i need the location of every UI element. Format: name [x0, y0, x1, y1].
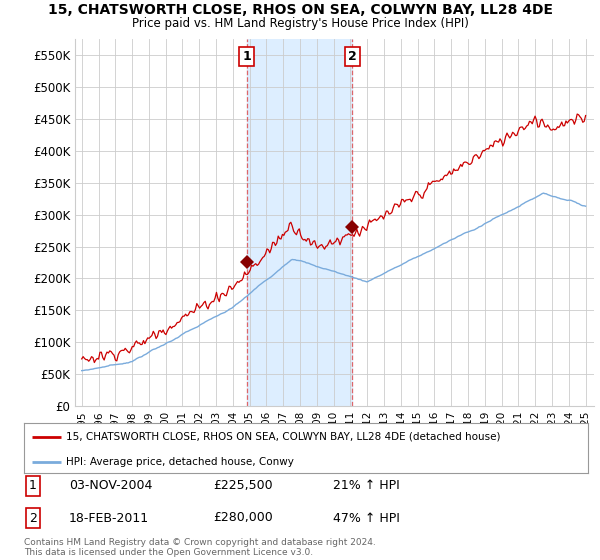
Text: 21% ↑ HPI: 21% ↑ HPI: [333, 479, 400, 492]
Bar: [247, 39, 352, 406]
Text: 1: 1: [242, 50, 251, 63]
Text: £225,500: £225,500: [213, 479, 272, 492]
Text: 2: 2: [29, 511, 37, 525]
Text: 47% ↑ HPI: 47% ↑ HPI: [333, 511, 400, 525]
Text: 2: 2: [348, 50, 357, 63]
Text: HPI: Average price, detached house, Conwy: HPI: Average price, detached house, Conw…: [66, 457, 294, 467]
Text: Contains HM Land Registry data © Crown copyright and database right 2024.
This d: Contains HM Land Registry data © Crown c…: [24, 538, 376, 557]
Text: 15, CHATSWORTH CLOSE, RHOS ON SEA, COLWYN BAY, LL28 4DE (detached house): 15, CHATSWORTH CLOSE, RHOS ON SEA, COLWY…: [66, 432, 501, 442]
Text: 1: 1: [29, 479, 37, 492]
Text: Price paid vs. HM Land Registry's House Price Index (HPI): Price paid vs. HM Land Registry's House …: [131, 17, 469, 30]
Text: 03-NOV-2004: 03-NOV-2004: [69, 479, 152, 492]
Text: 18-FEB-2011: 18-FEB-2011: [69, 511, 149, 525]
Text: 15, CHATSWORTH CLOSE, RHOS ON SEA, COLWYN BAY, LL28 4DE: 15, CHATSWORTH CLOSE, RHOS ON SEA, COLWY…: [47, 3, 553, 17]
Text: £280,000: £280,000: [213, 511, 273, 525]
